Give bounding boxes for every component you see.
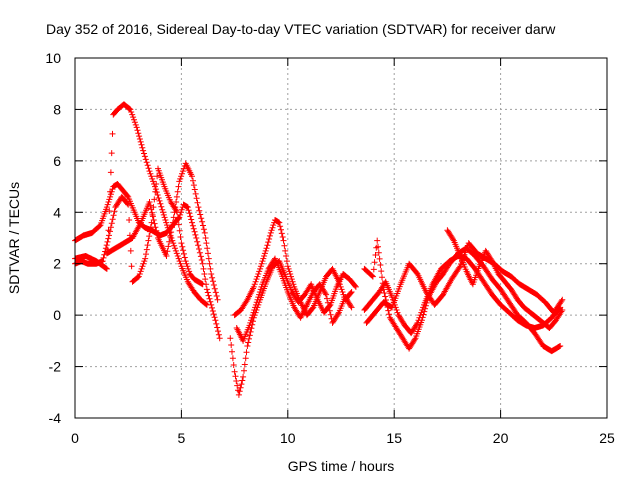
y-tick-label: -2 — [49, 359, 62, 375]
series-11 — [444, 227, 566, 331]
x-axis-ticks: 0 5 10 15 20 25 — [71, 58, 615, 446]
series-markers — [103, 160, 221, 303]
chart-title: Day 352 of 2016, Sidereal Day-to-day VTE… — [46, 21, 556, 37]
series-markers — [231, 217, 355, 319]
y-tick-label: 4 — [53, 204, 61, 220]
y-tick-label: 10 — [45, 50, 61, 66]
plot-frame — [74, 57, 608, 419]
x-tick-label: 25 — [599, 430, 615, 446]
x-tick-label: 0 — [71, 430, 79, 446]
data-series — [72, 101, 566, 398]
x-axis-label: GPS time / hours — [288, 458, 395, 474]
y-tick-label: 6 — [53, 153, 61, 169]
series-markers — [444, 227, 566, 331]
x-tick-label: 5 — [178, 430, 186, 446]
x-tick-label: 20 — [493, 430, 509, 446]
series-4 — [103, 160, 221, 303]
y-tick-label: 2 — [53, 256, 61, 272]
y-tick-label: 8 — [53, 101, 61, 117]
series-6 — [231, 217, 355, 319]
x-tick-label: 10 — [280, 430, 296, 446]
grid-lines — [75, 58, 607, 418]
y-axis-label: SDTVAR / TECUs — [6, 182, 22, 294]
y-tick-label: -4 — [49, 410, 62, 426]
y-tick-label: 0 — [53, 307, 61, 323]
series-markers — [233, 255, 355, 344]
y-axis-ticks: -4 -2 0 2 4 6 8 10 — [45, 50, 607, 426]
series-7 — [233, 255, 355, 344]
x-tick-label: 15 — [386, 430, 402, 446]
